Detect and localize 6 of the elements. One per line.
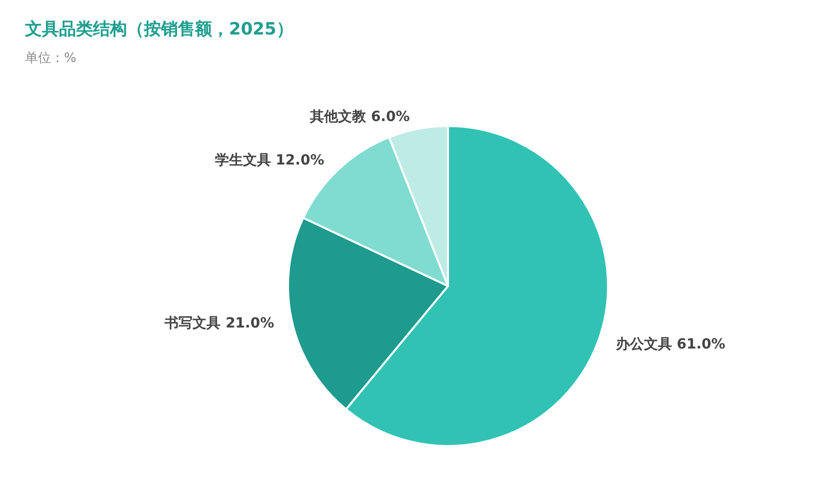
slice-label: 其他文教 6.0% [309, 108, 410, 126]
slice-label: 办公文具 61.0% [614, 335, 726, 352]
slice-label: 学生文具 12.0% [214, 152, 324, 169]
text: 单位：% [25, 51, 76, 66]
chart-title: 文具品类结构（按销售额，2025） [24, 20, 294, 40]
slice-label: 书写文具 21.0% [164, 314, 274, 332]
